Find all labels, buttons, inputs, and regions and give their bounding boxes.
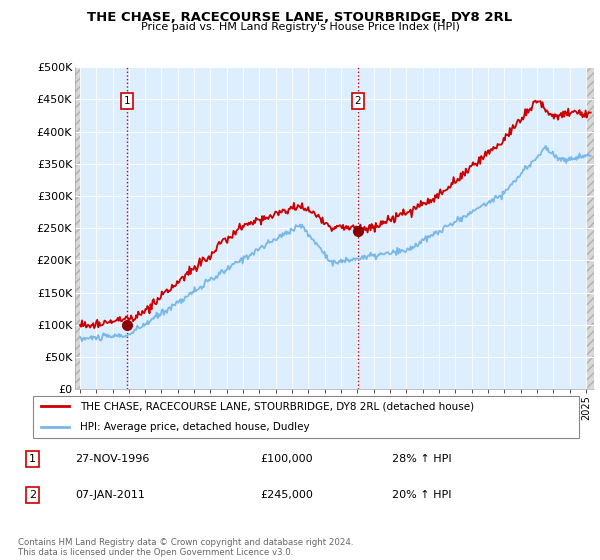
- Text: THE CHASE, RACECOURSE LANE, STOURBRIDGE, DY8 2RL (detached house): THE CHASE, RACECOURSE LANE, STOURBRIDGE,…: [80, 401, 474, 411]
- FancyBboxPatch shape: [33, 395, 578, 438]
- Text: THE CHASE, RACECOURSE LANE, STOURBRIDGE, DY8 2RL: THE CHASE, RACECOURSE LANE, STOURBRIDGE,…: [88, 11, 512, 24]
- Text: HPI: Average price, detached house, Dudley: HPI: Average price, detached house, Dudl…: [80, 422, 310, 432]
- Text: 20% ↑ HPI: 20% ↑ HPI: [392, 491, 452, 500]
- Text: 1: 1: [29, 454, 36, 464]
- Text: 2: 2: [355, 96, 361, 106]
- Text: 28% ↑ HPI: 28% ↑ HPI: [392, 454, 452, 464]
- Text: £245,000: £245,000: [260, 491, 313, 500]
- Text: 07-JAN-2011: 07-JAN-2011: [76, 491, 145, 500]
- Text: Price paid vs. HM Land Registry's House Price Index (HPI): Price paid vs. HM Land Registry's House …: [140, 22, 460, 32]
- Text: 1: 1: [124, 96, 131, 106]
- Text: 2: 2: [29, 491, 36, 500]
- Text: Contains HM Land Registry data © Crown copyright and database right 2024.
This d: Contains HM Land Registry data © Crown c…: [18, 538, 353, 557]
- Text: £100,000: £100,000: [260, 454, 313, 464]
- Text: 27-NOV-1996: 27-NOV-1996: [76, 454, 150, 464]
